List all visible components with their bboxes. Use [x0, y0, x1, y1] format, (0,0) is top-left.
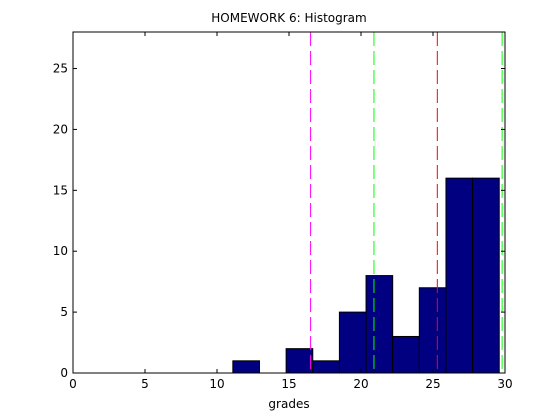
histogram-bar	[232, 360, 260, 374]
y-tick-label: 5	[60, 305, 68, 319]
histogram-bar	[312, 360, 340, 374]
x-tick-label: 25	[425, 377, 440, 391]
histogram-bar	[472, 177, 500, 374]
histogram-bar	[338, 311, 367, 374]
histogram-bar	[445, 177, 474, 374]
x-tick-label: 30	[497, 377, 512, 391]
x-axis-label: grades	[268, 397, 309, 411]
y-axis-ticks: 0 5 10 15 20 25	[53, 62, 505, 380]
y-tick-label: 10	[53, 244, 68, 258]
y-tick-label: 25	[53, 62, 68, 76]
chart-title: HOMEWORK 6: Histogram	[211, 11, 366, 25]
histogram-bar	[365, 275, 394, 374]
x-tick-label: 10	[209, 377, 224, 391]
x-axis-ticks: 0 5 10 15 20 25 30	[69, 32, 513, 391]
histogram-bar	[418, 287, 447, 374]
y-tick-label: 20	[53, 122, 68, 136]
y-tick-label: 0	[60, 366, 68, 380]
x-tick-label: 0	[69, 377, 77, 391]
x-tick-label: 5	[141, 377, 149, 391]
x-tick-label: 15	[281, 377, 296, 391]
y-tick-label: 15	[53, 183, 68, 197]
histogram-bar	[285, 348, 314, 374]
histogram-bar	[392, 335, 420, 374]
x-tick-label: 20	[353, 377, 368, 391]
